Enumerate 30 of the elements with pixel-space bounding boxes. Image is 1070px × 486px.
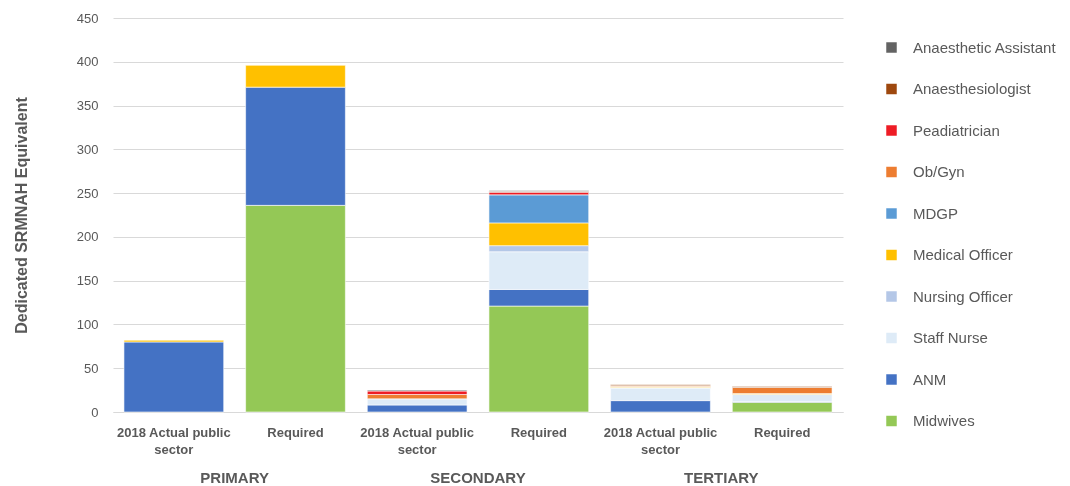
legend-label: Staff Nurse — [913, 329, 988, 346]
text: PRIMARY — [200, 469, 269, 486]
text: TERTIARY — [684, 469, 759, 486]
text: SECONDARY — [430, 469, 526, 486]
x-tick-label: Required — [510, 424, 568, 440]
y-axis-title: Dedicated SRMNAH Equivalent — [12, 96, 30, 334]
y-tick-label: 400 — [76, 54, 99, 70]
x-tick-label: Required — [753, 424, 811, 440]
legend-label: Medical Officer — [913, 246, 1013, 263]
legend-label: Peadiatrician — [913, 121, 1000, 139]
legend-label: Anaesthetic Assistant — [913, 38, 1057, 56]
legend-label: Anaesthesiologist — [913, 80, 1032, 97]
legend-label: ANM — [913, 370, 947, 388]
legend-label: Midwives — [913, 412, 975, 429]
x-tick-label: 2018 Actual public sector — [360, 424, 474, 457]
y-tick-label: 300 — [76, 141, 99, 157]
y-tick-label: 350 — [76, 98, 99, 114]
y-tick-label: 250 — [76, 185, 99, 201]
legend-label: Nursing Officer — [913, 287, 1013, 305]
y-tick-label: 450 — [76, 10, 99, 26]
y-tick-label: 200 — [76, 229, 99, 245]
y-tick-label: 0 — [91, 404, 99, 420]
legend-label: Ob/Gyn — [913, 163, 965, 180]
y-tick-label: 150 — [76, 273, 99, 289]
y-tick-label: 50 — [84, 360, 99, 376]
legend-label: MDGP — [913, 204, 958, 222]
x-tick-label: 2018 Actual public sector — [603, 424, 718, 457]
y-tick-label: 100 — [76, 316, 99, 332]
x-tick-label: 2018 Actual public sector — [117, 424, 231, 457]
x-tick-label: Required — [267, 424, 324, 440]
